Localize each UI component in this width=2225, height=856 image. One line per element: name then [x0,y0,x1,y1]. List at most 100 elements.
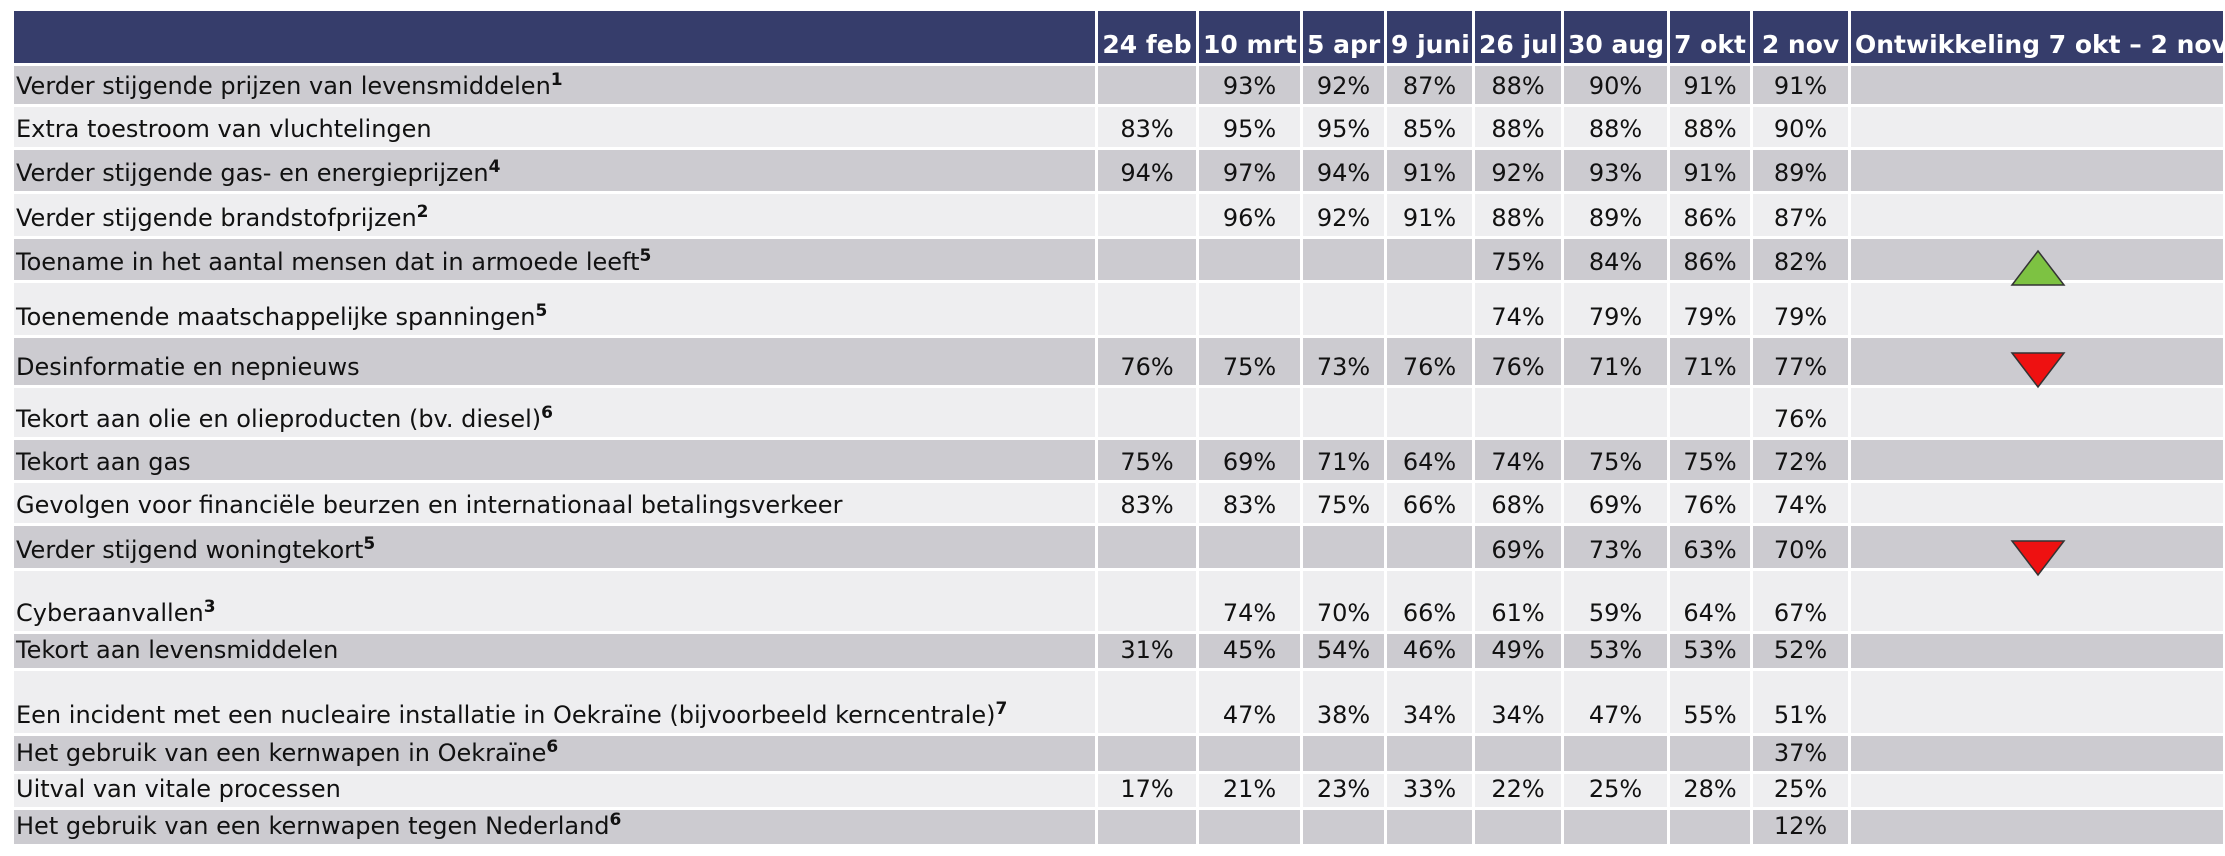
value-cell: 89% [1561,191,1670,239]
value-cell: 67% [1750,568,1851,634]
row-label-cell: Verder stijgende brandstofprijzen2 [11,191,1098,239]
trend-cell [1848,568,2225,634]
footnote-marker: 7 [995,699,1008,719]
value-cell: 88% [1667,104,1753,150]
footnote-marker: 5 [363,534,376,554]
empty-cell [1095,236,1199,283]
value-cell: 83% [1196,480,1303,526]
empty-cell [1095,733,1199,774]
table-row: Uitval van vitale processen 17% 21% 23% 33% 2… [11,771,2225,810]
empty-cell [1095,191,1199,239]
value-cell: 84% [1561,236,1670,283]
empty-cell [1196,236,1303,283]
trend-cell [1848,385,2225,440]
row-label-cell: Verder stijgend woningtekort5 [11,523,1098,571]
table-row: Tekort aan gas 75% 69% 71% 64% 74% 75% 75% 72% [11,437,2225,483]
value-cell: 31% [1095,631,1199,671]
footnote-marker: 2 [416,202,429,222]
trend-up-arrow [2010,249,2066,286]
value-cell: 92% [1300,191,1387,239]
empty-cell [1095,568,1199,634]
value-cell: 73% [1561,523,1670,571]
value-cell: 34% [1384,668,1475,736]
trend-cell [1848,63,2225,107]
row-label: Tekort aan levensmiddelen [16,636,339,664]
trend-cell [1848,631,2225,671]
value-cell: 97% [1196,147,1303,194]
value-cell: 25% [1561,771,1670,810]
value-cell: 74% [1196,568,1303,634]
value-cell: 23% [1300,771,1387,810]
value-cell: 61% [1472,568,1564,634]
value-cell: 91% [1667,147,1753,194]
empty-cell [1095,63,1199,107]
row-label-cell: Verder stijgende gas- en energieprijzen4 [11,147,1098,194]
value-cell: 87% [1750,191,1851,239]
trend-cell [1848,280,2225,338]
value-cell: 76% [1095,335,1199,388]
value-cell: 95% [1300,104,1387,150]
value-cell: 93% [1196,63,1303,107]
footnote-marker: 4 [488,157,501,177]
empty-cell [1095,668,1199,736]
value-cell: 76% [1472,335,1564,388]
value-cell: 76% [1667,480,1753,526]
value-cell: 79% [1667,280,1753,338]
value-cell: 17% [1095,771,1199,810]
value-cell: 83% [1095,480,1199,526]
row-label: Desinformatie en nepnieuws [16,353,360,381]
table-row: Verder stijgende prijzen van levensmidde… [11,63,2225,107]
row-label-cell: Het gebruik van een kernwapen tegen Nede… [11,807,1098,847]
value-cell: 75% [1667,437,1753,483]
table-row: Verder stijgende gas- en energieprijzen4… [11,147,2225,194]
empty-cell [1667,807,1753,847]
empty-cell [1196,385,1303,440]
empty-cell [1095,807,1199,847]
table-row: Een incident met een nucleaire installat… [11,668,2225,736]
value-cell: 89% [1750,147,1851,194]
value-cell: 74% [1472,437,1564,483]
value-cell: 87% [1384,63,1475,107]
empty-cell [1300,733,1387,774]
table-row: Gevolgen voor financiële beurzen en inte… [11,480,2225,526]
value-cell: 12% [1750,807,1851,847]
trend-cell [1848,104,2225,150]
value-cell: 91% [1384,191,1475,239]
empty-cell [1300,280,1387,338]
row-label: Uitval van vitale processen [16,775,341,804]
trend-down-arrow [2010,352,2066,389]
row-label: Het gebruik van een kernwapen in Oekraïn… [16,739,547,767]
trend-cell [1848,147,2225,194]
empty-cell [1384,385,1475,440]
empty-cell [1561,807,1670,847]
empty-cell [1472,733,1564,774]
empty-cell [1384,807,1475,847]
value-cell: 71% [1561,335,1670,388]
row-label-cell: Een incident met een nucleaire installat… [11,668,1098,736]
trend-cell [1848,668,2225,736]
empty-cell [1384,236,1475,283]
row-label-cell: Toenemende maatschappelijke spanningen5 [11,280,1098,338]
value-cell: 70% [1750,523,1851,571]
value-cell: 71% [1667,335,1753,388]
header-cell: 24 feb [1095,11,1199,66]
value-cell: 82% [1750,236,1851,283]
row-label-cell: Toename in het aantal mensen dat in armo… [11,236,1098,283]
value-cell: 86% [1667,191,1753,239]
row-label-cell: Verder stijgende prijzen van levensmidde… [11,63,1098,107]
value-cell: 46% [1384,631,1475,671]
value-cell: 66% [1384,480,1475,526]
value-cell: 54% [1300,631,1387,671]
table-row: Toename in het aantal mensen dat in armo… [11,236,2225,283]
empty-cell [1196,807,1303,847]
header-cell: 26 jul [1472,11,1564,66]
footnote-marker: 6 [609,810,622,831]
value-cell: 76% [1384,335,1475,388]
value-cell: 94% [1300,147,1387,194]
trend-cell [1848,480,2225,526]
header-cell: 9 juni [1384,11,1475,66]
value-cell: 93% [1561,147,1670,194]
value-cell: 34% [1472,668,1564,736]
value-cell: 63% [1667,523,1753,571]
row-label: Tekort aan gas [16,448,191,476]
